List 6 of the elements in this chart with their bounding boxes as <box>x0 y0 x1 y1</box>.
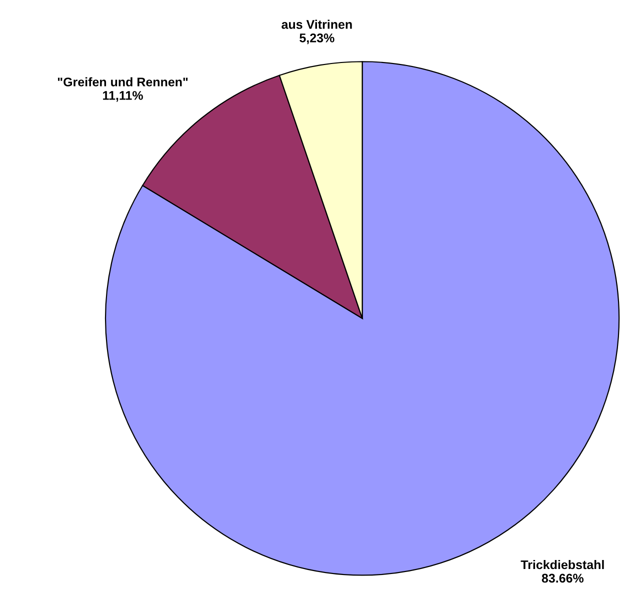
slice-label: Trickdiebstahl <box>520 560 604 570</box>
data-label: 83.66% <box>542 574 584 583</box>
slice-label: "Greifen und Rennen" <box>58 77 188 86</box>
slice-label: aus Vitrinen <box>282 20 352 29</box>
data-label: 5,23% <box>300 33 334 44</box>
data-label: 11,11% <box>103 91 143 102</box>
